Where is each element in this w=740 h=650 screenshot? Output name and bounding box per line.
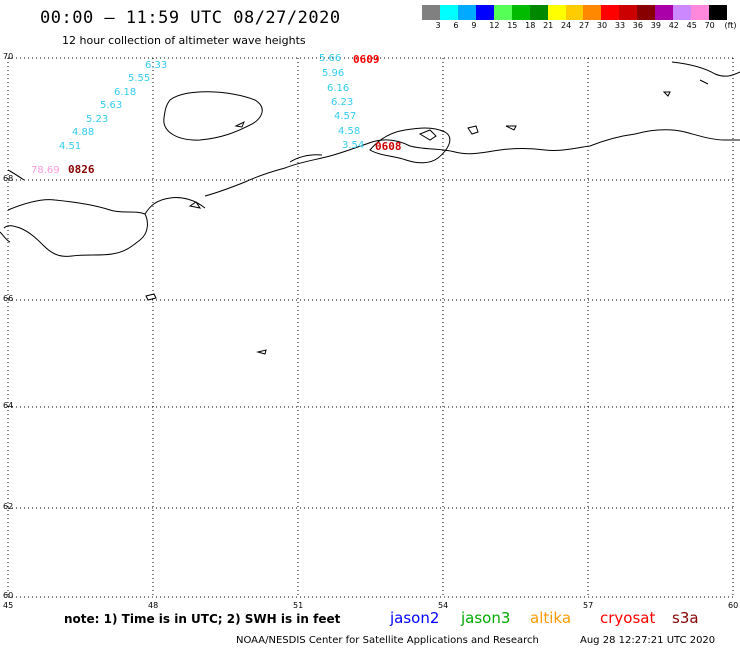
legend-swatch-9 xyxy=(583,5,602,20)
wave-value-west-0: 6.33 xyxy=(145,60,168,71)
lat-label-62: 62 xyxy=(3,502,14,511)
legend-swatch-3 xyxy=(475,5,494,20)
lon-label-45: 45 xyxy=(3,601,14,610)
wave-value-west-1: 5.55 xyxy=(128,73,151,84)
page-title: 00:00 – 11:59 UTC 08/27/2020 xyxy=(40,8,341,28)
legend-label-2: 9 xyxy=(471,21,477,30)
mainland-coast xyxy=(3,129,740,257)
lat-label-70: 70 xyxy=(3,52,14,61)
north-coast-east xyxy=(671,61,740,85)
legend-label-15: 70 xyxy=(704,21,715,30)
pass-time-0608: 0608 xyxy=(375,140,402,153)
legend-label-14: 45 xyxy=(686,21,697,30)
wave-value-west-2: 6.18 xyxy=(114,87,137,98)
legend-swatch-16 xyxy=(709,5,727,20)
legend-label-1: 6 xyxy=(453,21,459,30)
legend-swatch-7 xyxy=(547,5,566,20)
legend-swatch-1 xyxy=(439,5,458,20)
color-scale-labels: 3 6 9 12 15 18 21 24 27 30 33 36 39 42 45 70 (ft) xyxy=(422,21,737,33)
legend-label-0: 3 xyxy=(435,21,441,30)
legend-label-8: 27 xyxy=(578,21,590,30)
wave-value-east-6: 3.54 xyxy=(342,140,365,151)
lon-label-51: 51 xyxy=(293,601,304,610)
wave-value-west-4: 5.23 xyxy=(86,114,109,125)
islet-small-2 xyxy=(467,125,479,135)
islet-small-4 xyxy=(145,293,157,301)
wave-value-west-3: 5.63 xyxy=(100,100,123,111)
satellite-s3a: s3a xyxy=(672,609,699,627)
legend-label-9: 30 xyxy=(596,21,608,30)
legend-label-10: 33 xyxy=(614,21,626,30)
wave-value-west-7: 78.69 xyxy=(31,165,60,176)
legend-swatch-5 xyxy=(511,5,530,20)
legend-label-16: (ft) xyxy=(724,21,737,30)
lat-label-60: 60 xyxy=(3,591,14,600)
legend-swatch-0 xyxy=(422,5,440,20)
wave-value-east-3: 6.23 xyxy=(331,97,354,108)
islet-small-6 xyxy=(662,91,671,97)
lat-label-68: 68 xyxy=(3,174,14,183)
legend-swatch-2 xyxy=(457,5,476,20)
coast-tail xyxy=(0,169,25,243)
legend-label-7: 24 xyxy=(561,21,572,30)
legend-label-12: 39 xyxy=(650,21,661,30)
generated-timestamp: Aug 28 12:27:21 UTC 2020 xyxy=(580,635,716,646)
islet-small-5 xyxy=(256,349,267,355)
legend-label-5: 18 xyxy=(525,21,536,30)
legend-label-6: 21 xyxy=(543,21,554,30)
islet xyxy=(234,120,245,128)
legend-label-4: 15 xyxy=(507,21,518,30)
wave-value-east-2: 6.16 xyxy=(327,83,350,94)
legend-label-3: 12 xyxy=(489,21,500,30)
legend-swatch-8 xyxy=(565,5,584,20)
units-note: note: 1) Time is in UTC; 2) SWH is in fe… xyxy=(64,612,341,626)
satellite-jason3: jason3 xyxy=(461,609,511,627)
peninsula-east xyxy=(369,127,451,164)
lat-label-64: 64 xyxy=(3,401,14,410)
lon-label-57: 57 xyxy=(583,601,594,610)
legend-swatch-11 xyxy=(619,5,638,20)
wave-value-east-1: 5.96 xyxy=(322,68,345,79)
legend-swatch-6 xyxy=(529,5,548,20)
map-grid xyxy=(7,57,734,598)
color-scale-legend xyxy=(422,5,727,20)
page-subtitle: 12 hour collection of altimeter wave hei… xyxy=(62,34,306,47)
legend-swatch-12 xyxy=(637,5,656,20)
lon-label-60: 60 xyxy=(728,601,739,610)
coastline xyxy=(0,61,740,355)
wave-value-east-4: 4.57 xyxy=(334,111,357,122)
legend-swatch-4 xyxy=(493,5,512,20)
wave-value-west-5: 4.88 xyxy=(72,127,95,138)
lon-label-54: 54 xyxy=(438,601,449,610)
island-kolguev xyxy=(163,91,263,141)
wave-value-east-5: 4.58 xyxy=(338,126,361,137)
satellite-jason2: jason2 xyxy=(390,609,440,627)
islet-small-1 xyxy=(418,129,437,141)
legend-swatch-14 xyxy=(673,5,692,20)
satellite-cryosat: cryosat xyxy=(600,609,656,627)
islet-small-3 xyxy=(505,125,517,131)
legend-swatch-15 xyxy=(691,5,709,20)
pass-time-0826: 0826 xyxy=(68,163,95,176)
legend-label-11: 36 xyxy=(632,21,643,30)
legend-swatch-10 xyxy=(601,5,620,20)
lon-label-48: 48 xyxy=(148,601,159,610)
lat-label-66: 66 xyxy=(3,294,14,303)
pass-time-0609: 0609 xyxy=(353,53,380,66)
credit-text: NOAA/NESDIS Center for Satellite Applica… xyxy=(236,635,539,646)
wave-value-east-0: 5.66 xyxy=(319,53,342,64)
satellite-altika: altika xyxy=(530,609,572,627)
legend-swatch-13 xyxy=(655,5,674,20)
wave-value-west-6: 4.51 xyxy=(59,141,82,152)
legend-label-13: 42 xyxy=(668,21,679,30)
